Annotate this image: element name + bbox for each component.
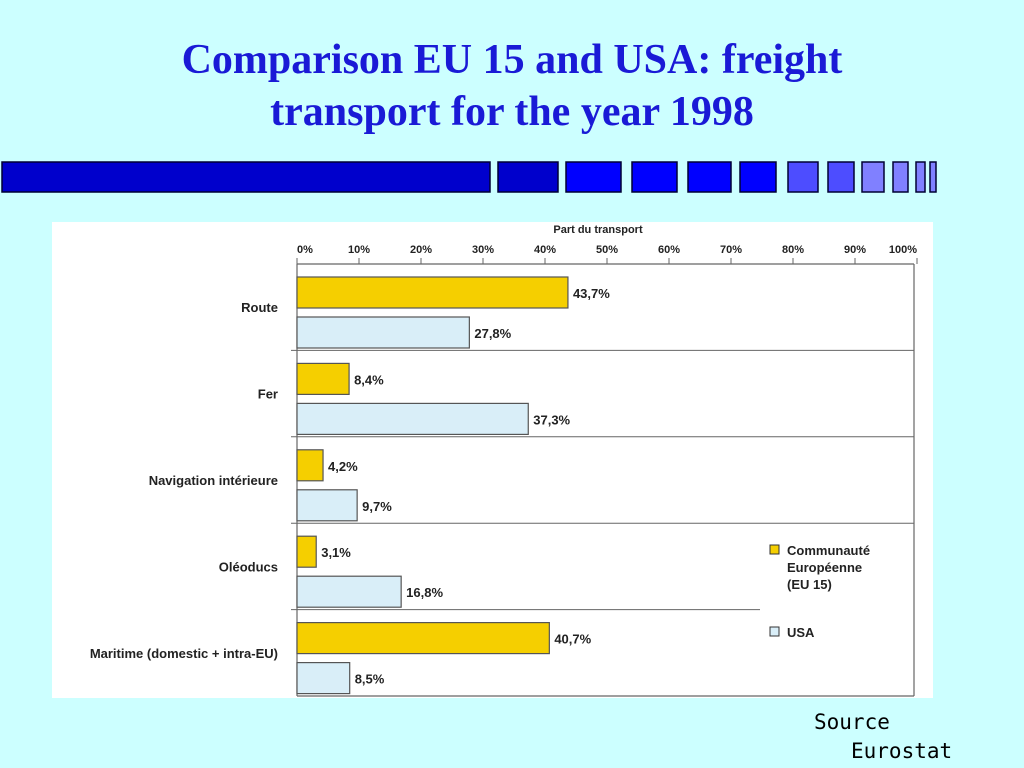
data-label: 9,7% — [362, 499, 392, 514]
data-label: 3,1% — [321, 545, 351, 560]
decorative-block-10 — [892, 161, 909, 193]
chart-panel: Part du transport 0% 10% 20% 30% 40% 50% 60% 70%… — [52, 222, 933, 698]
x-tick-label: 60% — [658, 244, 680, 256]
bar-usa — [296, 662, 351, 695]
x-tick-label: 70% — [720, 244, 742, 256]
bar-usa — [296, 575, 402, 608]
legend-label: Européenne — [787, 560, 862, 575]
bar-eu15 — [296, 276, 569, 309]
data-label: 8,4% — [354, 372, 384, 387]
slide-title-line-1: Comparison EU 15 and USA: freight — [181, 37, 843, 83]
data-label: 8,5% — [355, 672, 385, 687]
data-label: 40,7% — [554, 632, 591, 647]
decorative-block-6 — [739, 161, 777, 193]
decorative-block-9 — [861, 161, 885, 193]
x-tick-label: 30% — [472, 244, 494, 256]
decorative-block-8 — [827, 161, 855, 193]
decorative-block-3 — [565, 161, 622, 193]
legend-label: USA — [787, 625, 815, 640]
decorative-block-2 — [497, 161, 559, 193]
x-tick-label: 10% — [348, 244, 370, 256]
x-axis-title: Part du transport — [553, 224, 643, 236]
bar-eu15 — [296, 449, 324, 482]
legend-label: Communauté — [787, 543, 870, 558]
data-label: 4,2% — [328, 459, 358, 474]
legend-swatch-eu15 — [769, 544, 780, 555]
source-note: Source Eurostat — [814, 708, 1014, 766]
category-label: Oléoducs — [219, 559, 278, 574]
data-label: 43,7% — [573, 286, 610, 301]
category-label: Maritime (domestic + intra-EU) — [90, 646, 278, 661]
x-tick-label: 100% — [889, 244, 917, 256]
bar-chart: Part du transport 0% 10% 20% 30% 40% 50% 60% 70%… — [90, 224, 918, 697]
decorative-block-12 — [929, 161, 937, 193]
data-label: 27,8% — [474, 326, 511, 341]
x-tick-label: 50% — [596, 244, 618, 256]
bar-eu15 — [296, 622, 550, 655]
decorative-block-5 — [687, 161, 732, 193]
bar-eu15 — [296, 535, 317, 568]
data-label: 16,8% — [406, 585, 443, 600]
x-tick-label: 80% — [782, 244, 804, 256]
decorative-block-1 — [1, 161, 491, 193]
source-label: Source — [814, 710, 890, 734]
data-label: 37,3% — [533, 412, 570, 427]
bar-usa — [296, 316, 470, 349]
category-label: Route — [241, 300, 278, 315]
category-label: Fer — [258, 387, 278, 402]
bar-usa — [296, 402, 529, 435]
x-tick-label: 0% — [297, 244, 313, 256]
x-tick-label: 20% — [410, 244, 432, 256]
decorative-block-7 — [787, 161, 819, 193]
bar-usa — [296, 489, 358, 522]
slide-title-line-2: transport for the year 1998 — [270, 89, 754, 135]
legend-swatch-usa — [769, 626, 780, 637]
legend-label: (EU 15) — [787, 577, 832, 592]
x-tick-label: 90% — [844, 244, 866, 256]
decorative-block-4 — [631, 161, 678, 193]
bar-eu15 — [296, 362, 350, 395]
decorative-block-11 — [915, 161, 926, 193]
category-label: Navigation intérieure — [149, 473, 278, 488]
decorative-block-bar — [1, 161, 937, 193]
slide-title: Comparison EU 15 and USA: freight transp… — [0, 34, 1024, 138]
x-tick-label: 40% — [534, 244, 556, 256]
source-name: Eurostat — [851, 739, 953, 763]
